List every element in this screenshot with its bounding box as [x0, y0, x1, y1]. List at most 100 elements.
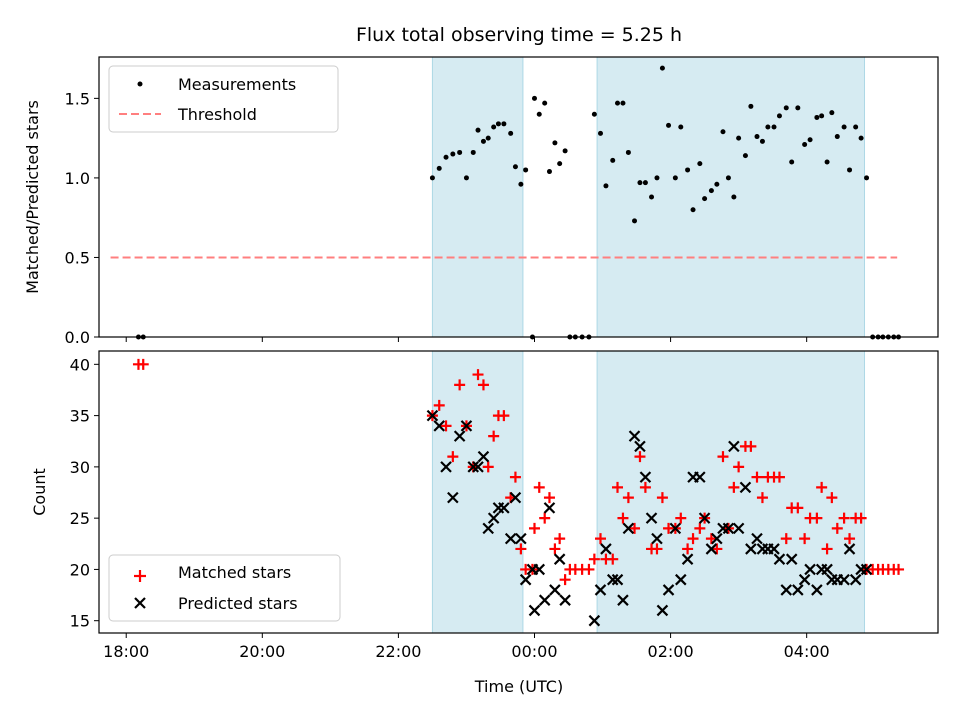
measurement-point	[802, 142, 808, 147]
count-axes-frame	[98, 350, 939, 634]
count-legend: Matched stars Predicted stars	[108, 554, 341, 622]
count-x-ticks: 18:00 20:00 22:00 00:00 02:00 04:00	[103, 633, 830, 661]
predicted-star-marker	[705, 543, 718, 555]
matched-star-marker	[533, 481, 545, 493]
predicted-star-marker	[477, 450, 490, 463]
count-x-tick-label: 22:00	[375, 642, 421, 661]
predicted-star-marker	[694, 471, 706, 483]
matched-star-marker	[477, 379, 489, 391]
predicted-star-marker	[792, 584, 804, 596]
measurement-point	[546, 169, 552, 175]
matched-star-marker	[799, 533, 811, 545]
count-x-tick-label: 02:00	[648, 642, 694, 661]
measurement-point	[620, 100, 626, 106]
ratio-panel: 0.0 0.5 1.0 1.5 Matched/Predicted stars Mea…	[23, 56, 939, 347]
count-y-tick-label: 35	[70, 407, 90, 426]
predicted-star-marker	[645, 512, 658, 524]
measurement-point	[470, 149, 476, 155]
predicted-star-marker	[543, 502, 556, 514]
predicted-star-marker	[611, 573, 624, 586]
predicted-star-marker	[549, 584, 561, 596]
predicted-star-marker	[588, 614, 601, 627]
matched-star-marker	[717, 451, 729, 463]
matched-star-marker	[554, 533, 566, 545]
predicted-star-marker	[453, 430, 466, 442]
measurement-point	[847, 167, 853, 173]
predicted-star-marker	[651, 532, 663, 545]
predicted-star-marker	[559, 594, 571, 606]
measurement-point	[795, 105, 801, 111]
predicted-star-marker	[594, 584, 607, 596]
matched-star-marker	[893, 563, 905, 575]
predicted-star-marker	[785, 553, 798, 565]
measurement-point	[807, 137, 813, 143]
matched-star-marker	[675, 512, 687, 524]
matched-star-marker	[454, 379, 466, 391]
matched-star-marker	[745, 440, 757, 452]
count-x-tick-label: 00:00	[511, 642, 557, 661]
matched-star-marker	[549, 543, 561, 555]
measurement-point	[783, 105, 789, 111]
count-panel: 15 20 25 30 35 40 18:00 20:00 22:00 00:00 02:00 04…	[30, 350, 939, 696]
count-y-tick-label: 15	[70, 612, 90, 631]
measurement-point	[512, 164, 518, 170]
count-legend-box	[108, 554, 341, 622]
matched-star-marker	[440, 420, 452, 432]
measurement-point	[632, 218, 638, 224]
predicted-star-marker	[460, 420, 473, 432]
predicted-star-marker	[711, 532, 723, 545]
count-x-tick-label: 04:00	[784, 642, 830, 661]
predicted-star-marker	[467, 461, 480, 473]
observing-window-band	[596, 350, 866, 634]
measurement-point	[485, 135, 491, 141]
measurement-point	[518, 181, 524, 187]
measurement-point	[708, 188, 714, 194]
measurement-point	[759, 138, 765, 144]
measurement-point	[610, 157, 616, 163]
predicted-star-marker	[745, 543, 757, 555]
measurement-point	[819, 113, 825, 119]
measurement-point	[591, 111, 597, 117]
matched-star-marker	[509, 471, 521, 483]
measurement-point	[436, 165, 442, 171]
matched-star-marker	[472, 369, 484, 381]
measurement-point	[714, 181, 720, 187]
measurement-point	[457, 149, 463, 155]
measurement-point	[853, 124, 859, 130]
measurement-point	[789, 159, 795, 165]
predicted-star-marker	[528, 604, 541, 617]
matched-star-marker	[594, 533, 606, 545]
measurement-point	[450, 151, 456, 157]
matched-star-marker	[756, 492, 768, 504]
matched-star-marker	[622, 492, 634, 504]
predicted-star-marker	[722, 522, 735, 535]
measurement-point	[536, 111, 542, 117]
predicted-star-marker	[634, 440, 646, 453]
predicted-star-marker	[515, 532, 527, 545]
measurement-point	[552, 140, 558, 146]
predicted-star-marker	[675, 573, 687, 586]
matched-star-marker	[482, 461, 494, 473]
measurement-point	[678, 124, 684, 130]
measurement-point	[666, 122, 672, 128]
predicted-star-marker	[728, 440, 740, 453]
predicted-star-marker	[426, 409, 439, 422]
predicted-star-marker	[498, 502, 510, 514]
matched-star-marker	[792, 502, 804, 514]
predicted-star-marker	[669, 522, 682, 535]
count-y-ticks: 15 20 25 30 35 40	[70, 355, 99, 631]
measurement-point	[491, 124, 497, 130]
predicted-star-marker	[780, 584, 793, 596]
measurement-point	[637, 180, 643, 186]
predicted-star-marker	[821, 563, 833, 576]
measurement-point	[748, 103, 754, 109]
matched-star-marker	[711, 543, 723, 555]
matched-star-marker	[433, 399, 445, 411]
measurement-point	[697, 161, 703, 167]
predicted-star-marker	[628, 430, 641, 442]
predicted-star-marker	[538, 594, 551, 606]
predicted-star-marker	[732, 522, 745, 535]
count-y-tick-label: 30	[70, 458, 90, 477]
count-points	[132, 358, 905, 627]
matched-star-marker	[539, 512, 551, 524]
